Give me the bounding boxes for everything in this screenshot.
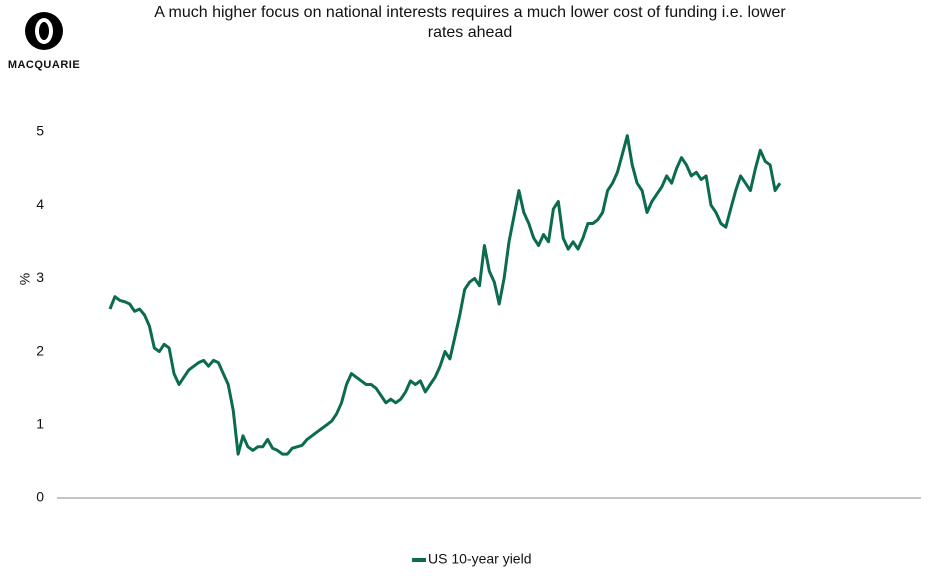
y-tick-label: 5	[36, 123, 44, 139]
y-tick-label: 1	[36, 416, 44, 432]
y-axis-label: %	[17, 273, 33, 285]
y-tick-label: 2	[36, 342, 44, 358]
y-tick-label: 3	[36, 269, 44, 285]
line	[108, 134, 782, 456]
logo-inner	[39, 22, 49, 40]
chart-title: A much higher focus on national interest…	[154, 4, 786, 41]
y-tick-label: 0	[36, 489, 44, 505]
logo: MACQUARIE	[8, 12, 80, 71]
logo-text: MACQUARIE	[8, 59, 80, 71]
legend-label: US 10-year yield	[428, 551, 532, 567]
y-tick-label: 4	[36, 196, 44, 212]
